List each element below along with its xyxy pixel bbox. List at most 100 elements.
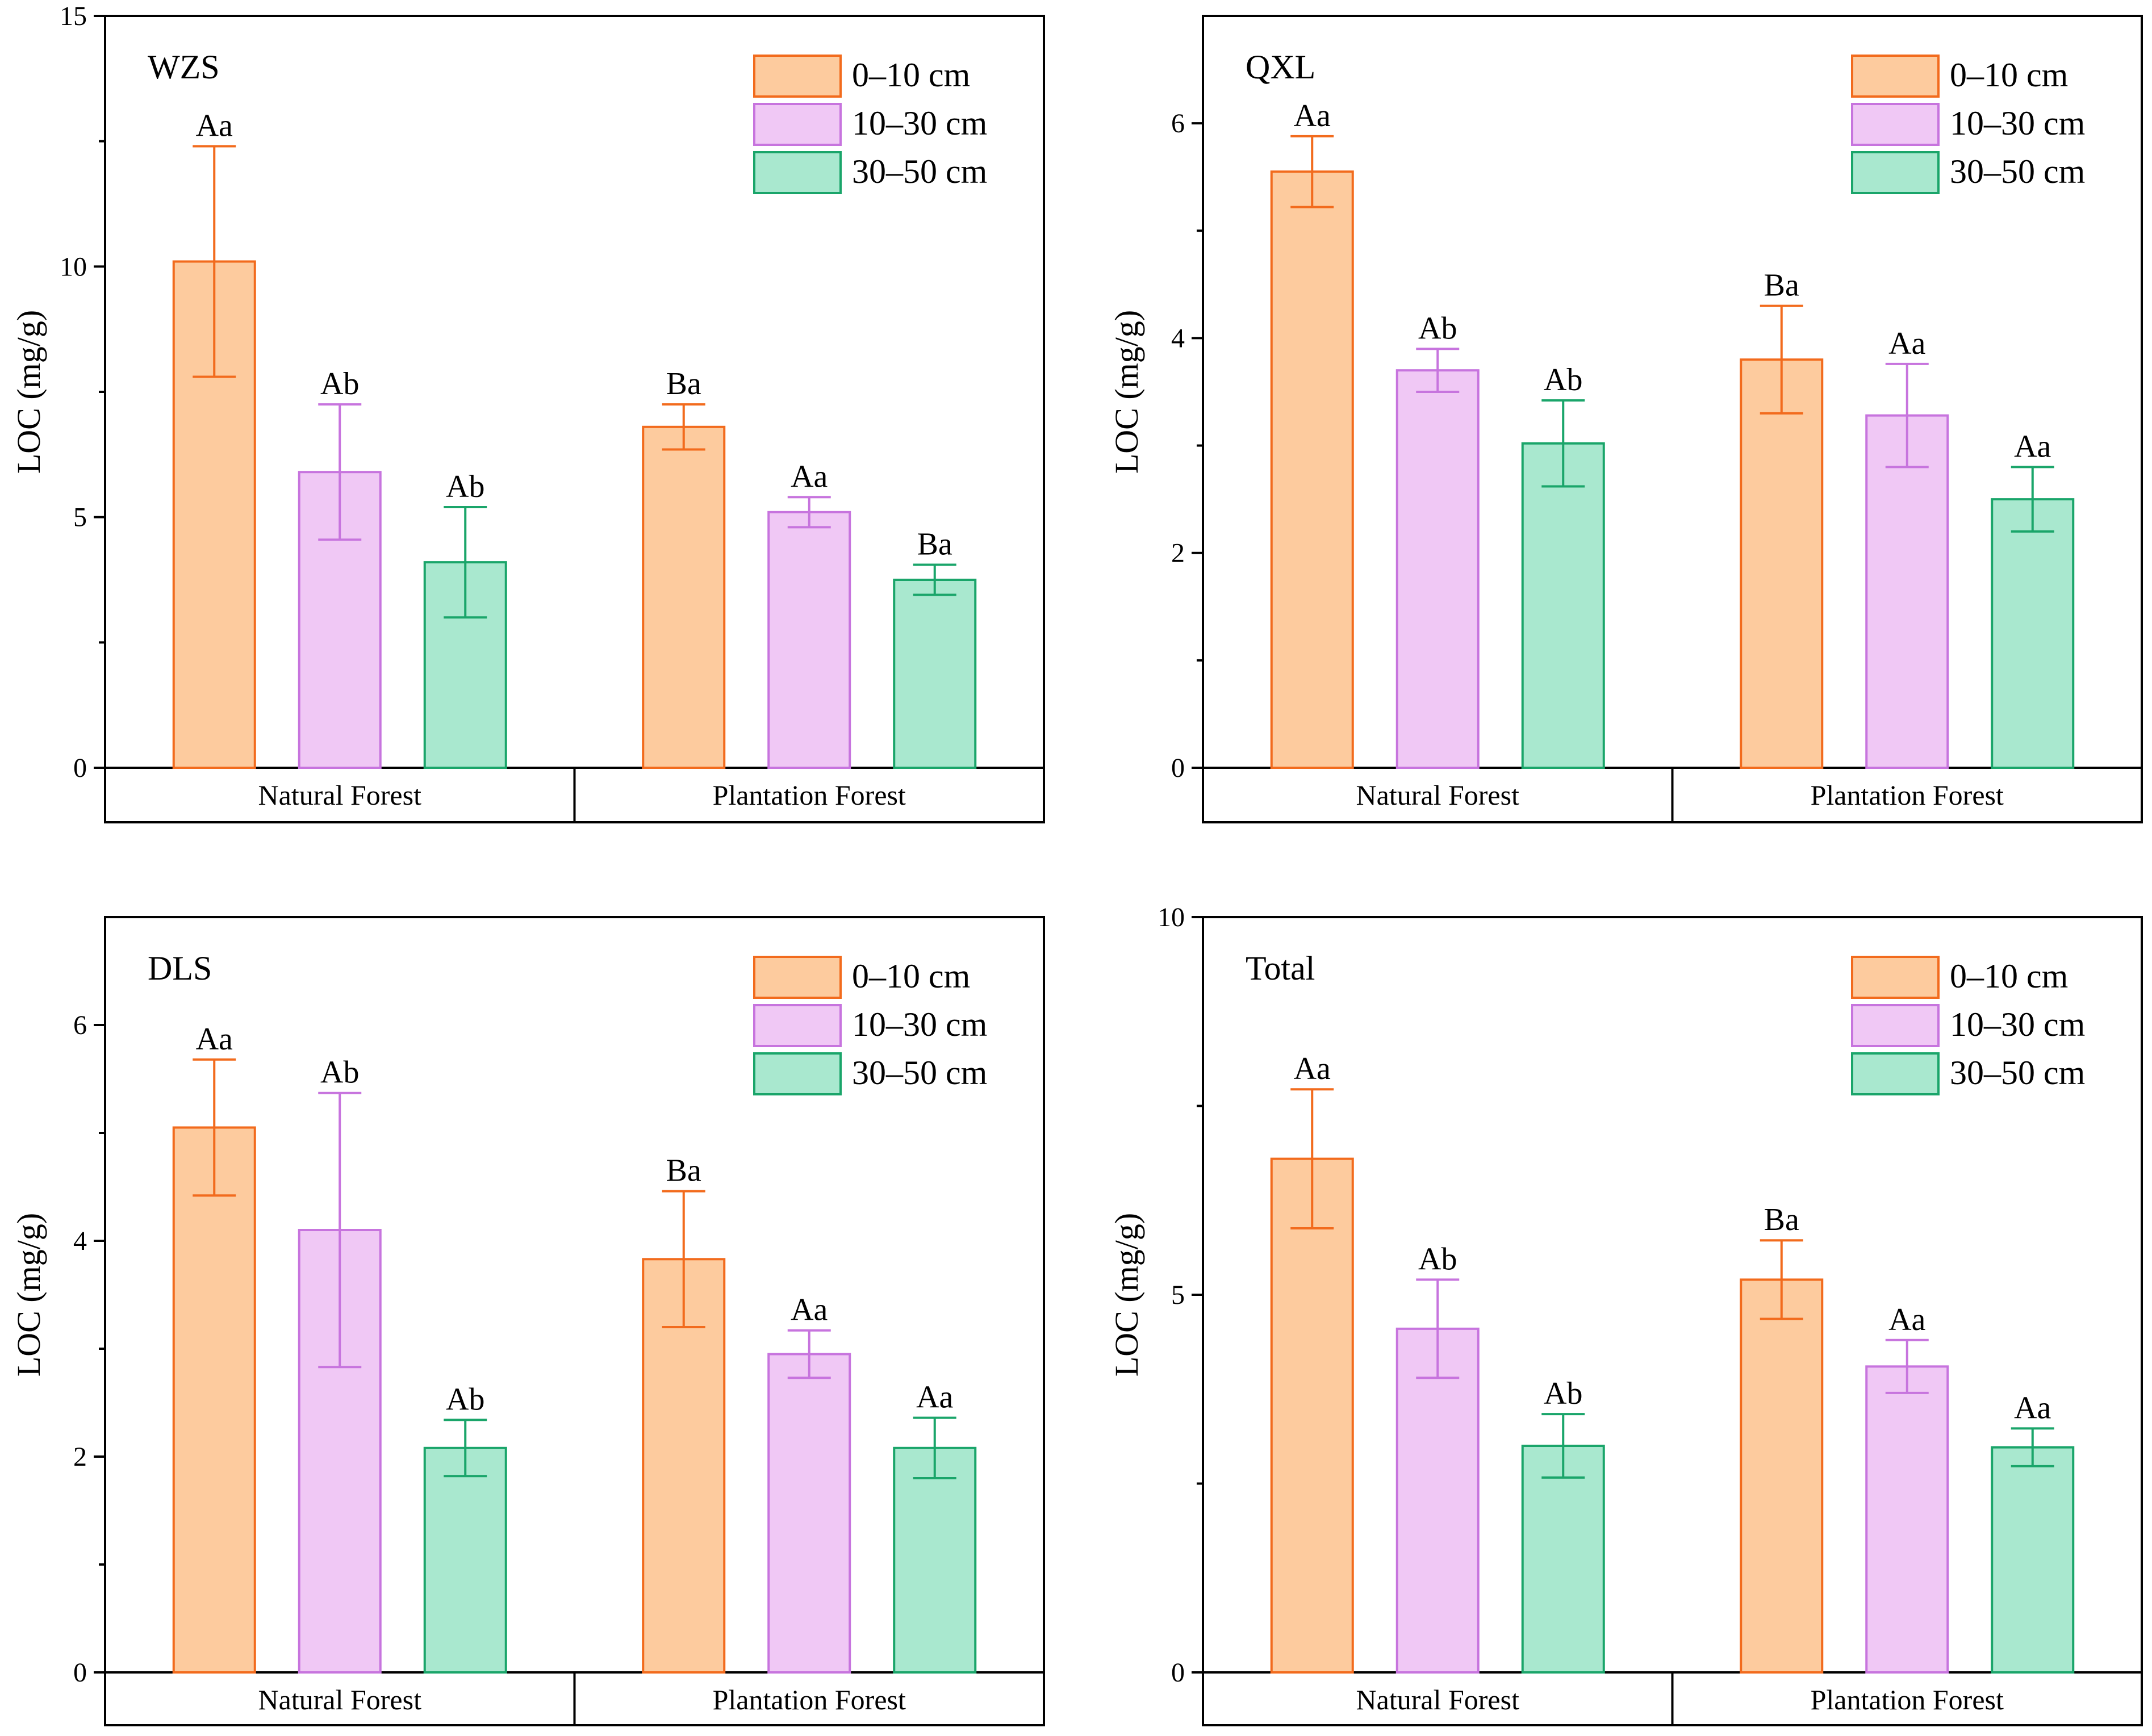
chart-panel-dls: 0 2 4 6 LOC (mg/g) DLS Natural Forest Aa Ab Ab Pla… [10, 916, 1045, 1726]
category-label: Natural Forest [258, 779, 422, 811]
legend-label: 0–10 cm [1950, 56, 2068, 94]
category-label: Plantation Forest [1811, 1684, 2004, 1716]
significance-letter: Aa [196, 108, 233, 143]
legend-label: 30–50 cm [852, 1054, 987, 1091]
significance-letter: Aa [916, 1380, 953, 1415]
significance-letter: Aa [2014, 429, 2051, 464]
legend-swatch [1851, 1004, 1940, 1047]
y-tick-label: 0 [73, 1658, 87, 1688]
y-tick-label: 2 [73, 1442, 87, 1472]
y-tick-label: 6 [1171, 108, 1185, 139]
significance-letter: Ba [917, 527, 952, 562]
bar-30-50-cm [1991, 1446, 2075, 1674]
significance-letter: Ab [1544, 1376, 1582, 1411]
panel-label: Total [1246, 949, 1315, 987]
legend-label: 0–10 cm [1950, 957, 2068, 995]
bar-10-30-cm [767, 1353, 851, 1674]
y-axis-label: LOC (mg/g) [1108, 1213, 1145, 1377]
panel-label: QXL [1246, 48, 1315, 86]
significance-letter: Ab [1544, 362, 1582, 398]
significance-letter: Ba [1764, 268, 1799, 303]
y-tick-label: 4 [1171, 323, 1185, 353]
significance-letter: Ab [320, 1055, 359, 1090]
category-label: Plantation Forest [1811, 779, 2004, 811]
significance-letter: Ab [320, 366, 359, 401]
significance-letter: Aa [1888, 1302, 1925, 1337]
bar-0-10-cm [642, 425, 726, 769]
bar-0-10-cm [172, 1126, 256, 1674]
bar-10-30-cm [1865, 414, 1949, 769]
significance-letter: Ba [666, 1153, 701, 1189]
legend-swatch [1851, 103, 1940, 146]
legend-label: 0–10 cm [852, 957, 970, 995]
y-axis-label: LOC (mg/g) [1108, 310, 1145, 474]
bar-10-30-cm [1395, 1327, 1480, 1674]
significance-letter: Aa [2014, 1390, 2051, 1425]
bar-10-30-cm [1395, 369, 1480, 769]
y-tick-label: 4 [73, 1226, 87, 1256]
legend-swatch [1851, 1052, 1940, 1095]
y-tick-label: 15 [60, 1, 87, 31]
y-tick-label: 0 [73, 753, 87, 783]
category-label: Plantation Forest [713, 1684, 906, 1716]
category-label: Natural Forest [258, 1684, 422, 1716]
bar-10-30-cm [1865, 1365, 1949, 1674]
significance-letter: Aa [791, 1292, 828, 1328]
bar-30-50-cm [893, 579, 977, 769]
chart-panel-total: 0 5 10 LOC (mg/g) Total Natural Forest Aa Ab Ab P… [1108, 902, 2143, 1726]
legend-label: 0–10 cm [852, 56, 970, 94]
bar-30-50-cm [893, 1446, 977, 1674]
legend-swatch [753, 103, 842, 146]
legend-swatch [1851, 55, 1940, 98]
chart-panel-qxl: 0 2 4 6 LOC (mg/g) QXL Natural Forest Aa Ab Ab Pla… [1108, 15, 2143, 823]
legend-swatch [753, 956, 842, 999]
significance-letter: Ab [1418, 311, 1457, 346]
bar-30-50-cm [423, 1446, 507, 1674]
bar-30-50-cm [1521, 1445, 1605, 1674]
bar-30-50-cm [1521, 442, 1605, 769]
legend-swatch [753, 1004, 842, 1047]
legend-label: 10–30 cm [852, 1006, 987, 1043]
legend-label: 30–50 cm [852, 153, 987, 190]
significance-letter: Aa [1888, 326, 1925, 361]
panel-label: DLS [148, 949, 212, 987]
legend-label: 10–30 cm [1950, 1006, 2085, 1043]
bar-0-10-cm [1740, 1278, 1824, 1674]
category-label: Natural Forest [1356, 779, 1520, 811]
bar-10-30-cm [767, 511, 851, 769]
y-tick-label: 0 [1171, 753, 1185, 783]
legend-label: 10–30 cm [1950, 104, 2085, 142]
y-tick-label: 5 [73, 503, 87, 533]
legend-label: 30–50 cm [1950, 153, 2085, 190]
y-tick-label: 10 [1158, 902, 1185, 932]
category-label: Plantation Forest [713, 779, 906, 811]
bar-30-50-cm [1991, 498, 2075, 769]
bar-0-10-cm [1270, 1157, 1354, 1674]
legend-swatch [753, 55, 842, 98]
significance-letter: Ab [446, 1382, 484, 1417]
y-axis-label: LOC (mg/g) [10, 1213, 47, 1377]
y-tick-label: 2 [1171, 538, 1185, 568]
significance-letter: Ab [446, 469, 484, 504]
significance-letter: Ba [1764, 1202, 1799, 1237]
chart-panel-wzs: 0 5 10 15 LOC (mg/g) WZS Natural Forest Aa Ab Ab P… [10, 1, 1045, 823]
legend-label: 30–50 cm [1950, 1054, 2085, 1091]
legend-swatch [753, 151, 842, 194]
y-tick-label: 6 [73, 1010, 87, 1040]
legend-swatch [1851, 956, 1940, 999]
panel-label: WZS [148, 48, 220, 86]
legend-swatch [753, 1052, 842, 1095]
significance-letter: Aa [196, 1022, 233, 1057]
significance-letter: Ba [666, 366, 701, 401]
significance-letter: Aa [1294, 1051, 1331, 1086]
legend-label: 10–30 cm [852, 104, 987, 142]
y-tick-label: 0 [1171, 1658, 1185, 1688]
y-axis-label: LOC (mg/g) [10, 310, 47, 474]
legend-swatch [1851, 151, 1940, 194]
significance-letter: Aa [791, 459, 828, 494]
bar-0-10-cm [1740, 358, 1824, 769]
category-label: Natural Forest [1356, 1684, 1520, 1716]
significance-letter: Aa [1294, 98, 1331, 133]
y-tick-label: 5 [1171, 1280, 1185, 1310]
